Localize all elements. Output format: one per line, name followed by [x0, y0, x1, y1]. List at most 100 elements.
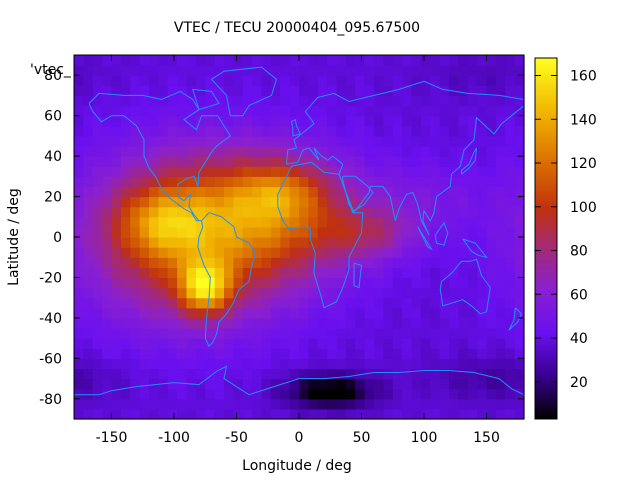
- heatmap-cell: [505, 125, 516, 137]
- heatmap-cell: [383, 166, 394, 177]
- heatmap-cell: [505, 277, 516, 289]
- heatmap-cell: [514, 206, 525, 218]
- heatmap-cell: [205, 388, 216, 400]
- heatmap-cell: [477, 277, 488, 289]
- heatmap-cell: [92, 115, 103, 127]
- heatmap-cell: [439, 65, 450, 76]
- heatmap-cell: [514, 237, 525, 248]
- heatmap-cell: [195, 125, 206, 137]
- heatmap-cell: [308, 348, 319, 359]
- heatmap-cell: [439, 95, 450, 107]
- heatmap-cell: [167, 247, 178, 258]
- heatmap-cell: [299, 135, 309, 147]
- heatmap-cell: [158, 115, 169, 127]
- heatmap-cell: [233, 125, 244, 137]
- heatmap-cell: [270, 55, 281, 66]
- heatmap-cell: [195, 216, 206, 228]
- heatmap-cell: [280, 65, 291, 76]
- heatmap-cell: [374, 125, 384, 137]
- heatmap-cell: [242, 226, 253, 238]
- heatmap-cell: [111, 65, 122, 76]
- heatmap-cell: [402, 115, 413, 127]
- heatmap-cell: [392, 196, 403, 208]
- heatmap-cell: [364, 307, 375, 319]
- heatmap-cell: [186, 287, 197, 299]
- heatmap-cell: [327, 196, 338, 208]
- heatmap-cell: [345, 317, 356, 329]
- heatmap-cell: [336, 237, 347, 248]
- heatmap-cell: [402, 378, 413, 390]
- heatmap-cell: [280, 226, 291, 238]
- heatmap-cell: [242, 247, 253, 258]
- heatmap-cell: [280, 196, 291, 208]
- heatmap-cell: [364, 125, 375, 137]
- heatmap-cell: [402, 166, 413, 177]
- heatmap-cell: [467, 348, 478, 359]
- heatmap-cell: [261, 206, 272, 218]
- heatmap-cell: [111, 135, 122, 147]
- heatmap-cell: [261, 125, 272, 137]
- heatmap-cell: [439, 307, 450, 319]
- heatmap-cell: [402, 408, 413, 420]
- y-tick-label: -80: [39, 392, 62, 408]
- heatmap-cell: [486, 176, 497, 188]
- heatmap-cell: [317, 176, 328, 188]
- heatmap-cell: [242, 368, 253, 380]
- heatmap-cell: [270, 398, 281, 410]
- heatmap-cell: [449, 338, 459, 349]
- heatmap-cell: [411, 267, 422, 279]
- heatmap-cell: [111, 105, 122, 117]
- heatmap-cell: [120, 237, 131, 248]
- heatmap-cell: [149, 206, 159, 218]
- heatmap-cell: [120, 105, 131, 117]
- heatmap-cell: [495, 75, 506, 86]
- heatmap-cell: [374, 388, 384, 400]
- heatmap-cell: [495, 216, 506, 228]
- heatmap-cell: [261, 146, 272, 157]
- heatmap-cell: [495, 257, 506, 268]
- heatmap-cell: [139, 206, 150, 218]
- heatmap-cell: [411, 166, 422, 177]
- heatmap-cell: [186, 247, 197, 258]
- heatmap-cell: [383, 156, 394, 167]
- heatmap-cell: [505, 267, 516, 279]
- heatmap-cell: [120, 55, 131, 66]
- heatmap-cell: [402, 176, 413, 188]
- heatmap-cell: [205, 85, 216, 97]
- heatmap-cell: [92, 85, 103, 97]
- heatmap-cell: [449, 115, 459, 127]
- heatmap-cell: [149, 196, 159, 208]
- heatmap-cell: [149, 257, 159, 268]
- heatmap-cell: [261, 186, 272, 198]
- heatmap-cell: [336, 105, 347, 117]
- heatmap-cell: [355, 348, 366, 359]
- heatmap-cell: [402, 216, 413, 228]
- heatmap-cell: [149, 287, 159, 299]
- heatmap-cell: [514, 115, 525, 127]
- heatmap-cell: [111, 408, 122, 420]
- heatmap-cell: [430, 317, 441, 329]
- heatmap-cell: [439, 206, 450, 218]
- heatmap-cell: [430, 55, 441, 66]
- heatmap-cell: [392, 176, 403, 188]
- heatmap-cell: [411, 348, 422, 359]
- heatmap-cell: [214, 135, 225, 147]
- heatmap-cell: [167, 85, 178, 97]
- heatmap-cell: [139, 368, 150, 380]
- heatmap-cell: [355, 176, 366, 188]
- heatmap-cell: [92, 196, 103, 208]
- heatmap-cell: [158, 237, 169, 248]
- heatmap-cell: [205, 307, 216, 319]
- coastline-australia: [439, 258, 491, 315]
- heatmap-cell: [439, 125, 450, 137]
- heatmap-cell: [149, 368, 159, 380]
- heatmap-cell: [186, 55, 197, 66]
- heatmap-cell: [299, 378, 309, 390]
- heatmap-cell: [374, 348, 384, 359]
- heatmap-cell: [195, 398, 206, 410]
- heatmap-cell: [374, 85, 384, 97]
- heatmap-cell: [242, 75, 253, 86]
- heatmap-cell: [83, 55, 94, 66]
- heatmap-cell: [186, 176, 197, 188]
- heatmap-cell: [514, 398, 525, 410]
